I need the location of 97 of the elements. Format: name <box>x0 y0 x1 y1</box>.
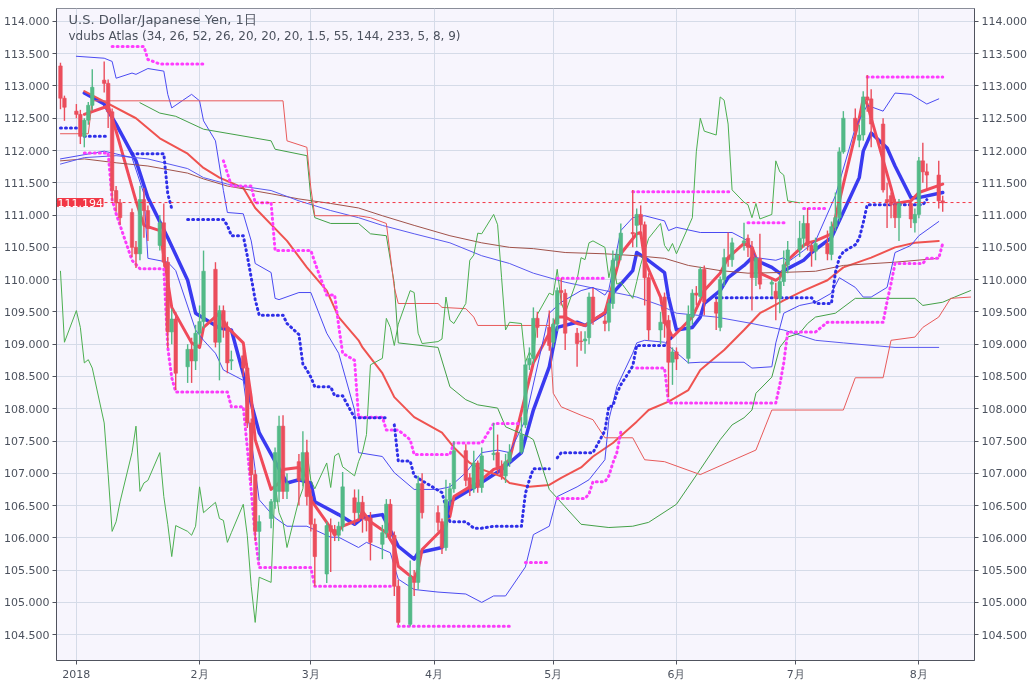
line-series <box>221 159 523 457</box>
candlestick <box>141 187 146 239</box>
x-tick-label: 5月 <box>544 667 563 681</box>
line-series <box>392 423 551 530</box>
line-series <box>186 218 388 420</box>
y2-tick-label: 104.500 <box>981 628 1027 642</box>
y2-tick-label: 105.500 <box>981 564 1027 578</box>
candlestick <box>769 278 774 297</box>
x-tick-label: 2018 <box>62 667 91 681</box>
y2-tick-label: 108.500 <box>981 370 1027 384</box>
candlestick <box>602 314 607 332</box>
y2-tick-label: 111.500 <box>981 176 1027 190</box>
y2-tick-label: 107.000 <box>981 467 1027 481</box>
y2-tick-label: 109.500 <box>981 305 1027 319</box>
chart-title: U.S. Dollar/Japanese Yen, 1日 <box>68 11 257 27</box>
candlestick <box>658 311 663 345</box>
candlestick <box>630 189 635 249</box>
y-tick-label: 111.000 <box>4 209 50 223</box>
candlestick <box>575 327 580 368</box>
candlestick <box>674 346 679 371</box>
candlestick <box>730 236 735 268</box>
x-tick-label: 4月 <box>425 667 444 681</box>
x-tick-label: 7月 <box>786 667 805 681</box>
candlestick <box>908 201 913 229</box>
y2-tick-label: 113.500 <box>981 47 1027 61</box>
line-series <box>59 96 801 623</box>
candlestick <box>547 309 552 352</box>
candlestick <box>185 343 190 384</box>
candlestick <box>813 236 818 261</box>
x-tick-label: 6月 <box>667 667 686 681</box>
candlestick <box>352 488 357 526</box>
y2-tick-label: 113.000 <box>981 79 1027 93</box>
y-tick-label: 108.000 <box>4 402 50 416</box>
y2-tick-label: 112.000 <box>981 144 1027 158</box>
y-tick-label: 106.000 <box>4 531 50 545</box>
y-tick-label: 107.000 <box>4 467 50 481</box>
x-tick-label: 8月 <box>909 667 928 681</box>
y2-tick-label: 111.000 <box>981 209 1027 223</box>
y2-tick-label: 106.000 <box>981 531 1027 545</box>
y2-tick-label: 108.000 <box>981 402 1027 416</box>
y-tick-label: 112.000 <box>4 144 50 158</box>
y2-tick-label: 109.000 <box>981 338 1027 352</box>
candlestick <box>535 311 540 339</box>
candlestick <box>634 207 639 249</box>
ref-line-label: 111.194 <box>57 196 103 210</box>
y-tick-label: 110.500 <box>4 241 50 255</box>
candlestick <box>773 282 778 321</box>
candlestick <box>328 517 333 573</box>
y2-tick-label: 110.500 <box>981 241 1027 255</box>
line-series <box>555 430 623 500</box>
candlestick <box>169 307 174 345</box>
candlestick <box>590 287 596 326</box>
line-series <box>139 102 972 529</box>
y-tick-label: 114.000 <box>4 15 50 29</box>
y-tick-label: 107.500 <box>4 435 50 449</box>
y-tick-label: 105.500 <box>4 564 50 578</box>
x-tick-label: 3月 <box>301 667 320 681</box>
candlestick <box>714 298 719 331</box>
y-tick-label: 105.000 <box>4 596 50 610</box>
y-tick-label: 109.500 <box>4 305 50 319</box>
candlestick <box>670 346 675 386</box>
candlestick <box>284 472 290 500</box>
candlestick <box>360 495 365 534</box>
y2-tick-label: 114.000 <box>981 15 1027 29</box>
candlestick <box>579 330 584 352</box>
y-tick-label: 106.500 <box>4 499 50 513</box>
y2-tick-label: 107.500 <box>981 435 1027 449</box>
y2-tick-label: 106.500 <box>981 499 1027 513</box>
y2-tick-label: 105.000 <box>981 596 1027 610</box>
y2-tick-label: 112.500 <box>981 112 1027 126</box>
candlestick <box>896 198 902 242</box>
text: vdubs Atlas (34, 26, 52, 26, 20, 20, 20, 1.5, 55, 144, 233, 5, 8, 9) <box>68 28 461 43</box>
line-series <box>59 155 940 348</box>
line-series <box>59 150 940 603</box>
candlestick <box>356 488 361 520</box>
y-tick-label: 110.000 <box>4 273 50 287</box>
y-tick-label: 109.000 <box>4 338 50 352</box>
candlestick <box>825 229 830 261</box>
y-tick-label: 104.500 <box>4 628 50 642</box>
candlestick <box>189 337 194 384</box>
candlestick <box>257 514 262 562</box>
line-series <box>635 241 945 405</box>
y2-tick-label: 110.000 <box>981 273 1027 287</box>
candlestick <box>157 214 162 252</box>
line-series <box>714 198 929 306</box>
x-tick-label: 2月 <box>190 667 209 681</box>
y-tick-label: 108.500 <box>4 370 50 384</box>
line-series <box>555 334 674 460</box>
y-tick-label: 113.500 <box>4 47 50 61</box>
y-tick-label: 113.000 <box>4 79 50 93</box>
y-tick-label: 112.500 <box>4 112 50 126</box>
y-tick-label: 111.500 <box>4 176 50 190</box>
candlestick <box>229 349 234 371</box>
candlestick <box>491 422 496 462</box>
candlestick <box>741 222 747 252</box>
candlestick <box>753 256 758 287</box>
candlestick <box>694 285 699 307</box>
